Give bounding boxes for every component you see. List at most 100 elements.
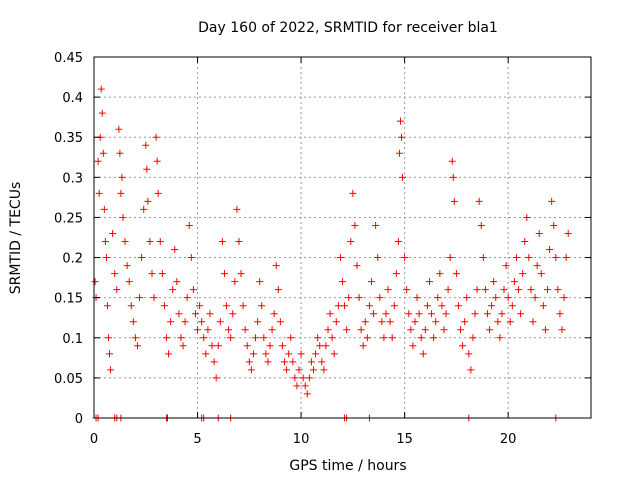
data-point xyxy=(303,390,311,398)
data-point xyxy=(405,310,413,318)
data-point xyxy=(535,229,543,237)
data-point xyxy=(297,350,305,358)
data-point xyxy=(262,350,270,358)
data-point xyxy=(413,294,421,302)
data-point xyxy=(243,342,251,350)
data-point xyxy=(231,278,239,286)
data-point xyxy=(440,326,448,334)
data-point xyxy=(488,302,496,310)
data-point xyxy=(326,310,334,318)
data-point xyxy=(264,358,272,366)
data-point xyxy=(467,366,475,374)
data-point xyxy=(187,254,195,262)
data-point xyxy=(260,334,268,342)
data-point xyxy=(477,221,485,229)
data-point xyxy=(394,238,402,246)
plot-frame xyxy=(93,56,592,419)
data-point xyxy=(459,342,467,350)
data-point xyxy=(119,213,127,221)
data-point xyxy=(403,286,411,294)
data-point xyxy=(552,254,560,262)
data-point xyxy=(247,366,255,374)
data-point xyxy=(539,302,547,310)
data-point xyxy=(113,286,121,294)
data-point xyxy=(310,366,318,374)
data-point xyxy=(446,254,454,262)
data-point xyxy=(353,262,361,270)
data-point xyxy=(129,318,137,326)
data-point xyxy=(529,318,537,326)
data-point xyxy=(97,85,105,93)
data-point xyxy=(436,270,444,278)
data-point xyxy=(167,318,175,326)
data-point xyxy=(494,318,502,326)
data-point xyxy=(252,334,260,342)
data-point xyxy=(270,310,278,318)
data-point xyxy=(189,286,197,294)
data-point xyxy=(521,238,529,246)
data-point xyxy=(388,334,396,342)
x-tick-label: 10 xyxy=(293,432,310,447)
data-point xyxy=(153,157,161,165)
data-point xyxy=(206,310,214,318)
data-point xyxy=(305,374,313,382)
data-point xyxy=(212,374,220,382)
data-point xyxy=(496,334,504,342)
data-point xyxy=(517,310,525,318)
data-point xyxy=(293,382,301,390)
data-point xyxy=(276,318,284,326)
data-point xyxy=(158,270,166,278)
data-point xyxy=(208,342,216,350)
data-point xyxy=(200,334,208,342)
data-point xyxy=(548,197,556,205)
data-point xyxy=(210,358,218,366)
data-point xyxy=(214,342,222,350)
x-tick-label: 5 xyxy=(193,432,201,447)
data-point xyxy=(483,310,491,318)
data-point xyxy=(361,318,369,326)
data-point xyxy=(118,173,126,181)
data-point xyxy=(349,189,357,197)
data-point xyxy=(104,334,112,342)
data-point xyxy=(363,334,371,342)
data-point xyxy=(241,326,249,334)
data-point xyxy=(239,302,247,310)
data-point xyxy=(384,286,392,294)
data-point xyxy=(274,286,282,294)
data-point xyxy=(198,318,206,326)
data-point xyxy=(357,326,365,334)
data-point xyxy=(136,294,144,302)
y-tick-label: 0.25 xyxy=(54,211,83,226)
data-point xyxy=(245,358,253,366)
data-point xyxy=(117,189,125,197)
data-point xyxy=(515,286,523,294)
data-point xyxy=(196,302,204,310)
data-point xyxy=(266,342,274,350)
data-point xyxy=(351,221,359,229)
data-point xyxy=(365,302,373,310)
data-point xyxy=(444,286,452,294)
data-point xyxy=(533,262,541,270)
data-point xyxy=(423,302,431,310)
x-tick-label: 15 xyxy=(396,432,413,447)
data-point xyxy=(510,278,518,286)
data-point xyxy=(479,254,487,262)
grid-lines xyxy=(94,57,591,418)
y-axis-label: SRMTID / TECUs xyxy=(8,182,24,295)
data-point xyxy=(370,310,378,318)
data-point xyxy=(537,270,545,278)
data-point xyxy=(237,270,245,278)
data-point xyxy=(556,310,564,318)
data-point xyxy=(531,294,539,302)
data-point xyxy=(544,286,552,294)
data-point xyxy=(419,350,427,358)
data-point xyxy=(372,221,380,229)
data-point xyxy=(508,302,516,310)
data-point xyxy=(140,205,148,213)
data-point xyxy=(152,133,160,141)
data-point xyxy=(395,149,403,157)
data-point xyxy=(91,278,99,286)
data-point xyxy=(506,318,514,326)
data-point xyxy=(229,310,237,318)
data-point xyxy=(562,254,570,262)
